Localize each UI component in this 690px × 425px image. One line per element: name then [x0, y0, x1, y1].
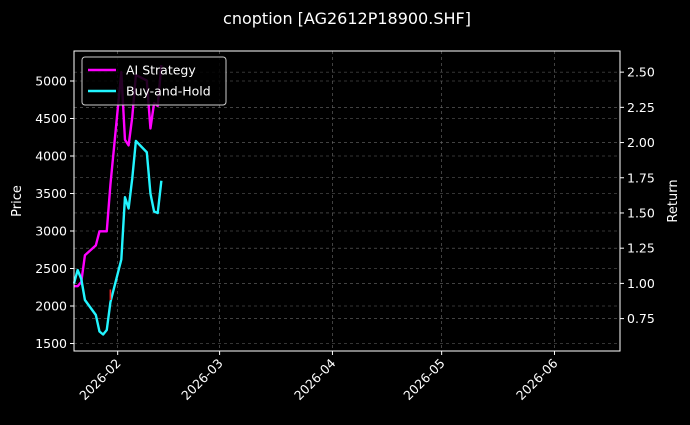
y-tick-label-left: 3500: [35, 186, 67, 201]
axes: [73, 50, 621, 352]
y-tick-label-right: 1.75: [627, 170, 655, 185]
y-tick-label-left: 1500: [35, 336, 67, 351]
legend-label: AI Strategy: [126, 63, 196, 78]
y-axis-label-left: Price: [10, 185, 25, 217]
y-tick-label-right: 1.50: [627, 205, 655, 220]
y-tick-label-left: 4500: [35, 111, 67, 126]
y-tick-label-right: 0.75: [627, 311, 655, 326]
series-line-buy-and-hold: [72, 139, 163, 336]
y-tick-label-left: 2000: [35, 299, 67, 314]
legend-box: [81, 56, 227, 106]
y-tick-label-left: 4000: [35, 149, 67, 164]
plot-frame: [73, 50, 621, 352]
y-tick-label-right: 2.00: [627, 135, 655, 150]
y-tick-label-right: 2.50: [627, 65, 655, 80]
y-tick-label-right: 1.00: [627, 276, 655, 291]
legend: AI Strategy Buy-and-Hold: [81, 56, 227, 106]
y-tick-label-left: 3000: [35, 224, 67, 239]
y-tick-label-right: 2.25: [627, 100, 655, 115]
y-axis-label-right: Return: [666, 179, 681, 222]
y-tick-label-right: 1.25: [627, 241, 655, 256]
y-tick-label-left: 5000: [35, 74, 67, 89]
y-tick-label-left: 2500: [35, 261, 67, 276]
legend-label: Buy-and-Hold: [126, 84, 211, 99]
chart-title: cnoption [AG2612P18900.SHF]: [223, 9, 471, 28]
